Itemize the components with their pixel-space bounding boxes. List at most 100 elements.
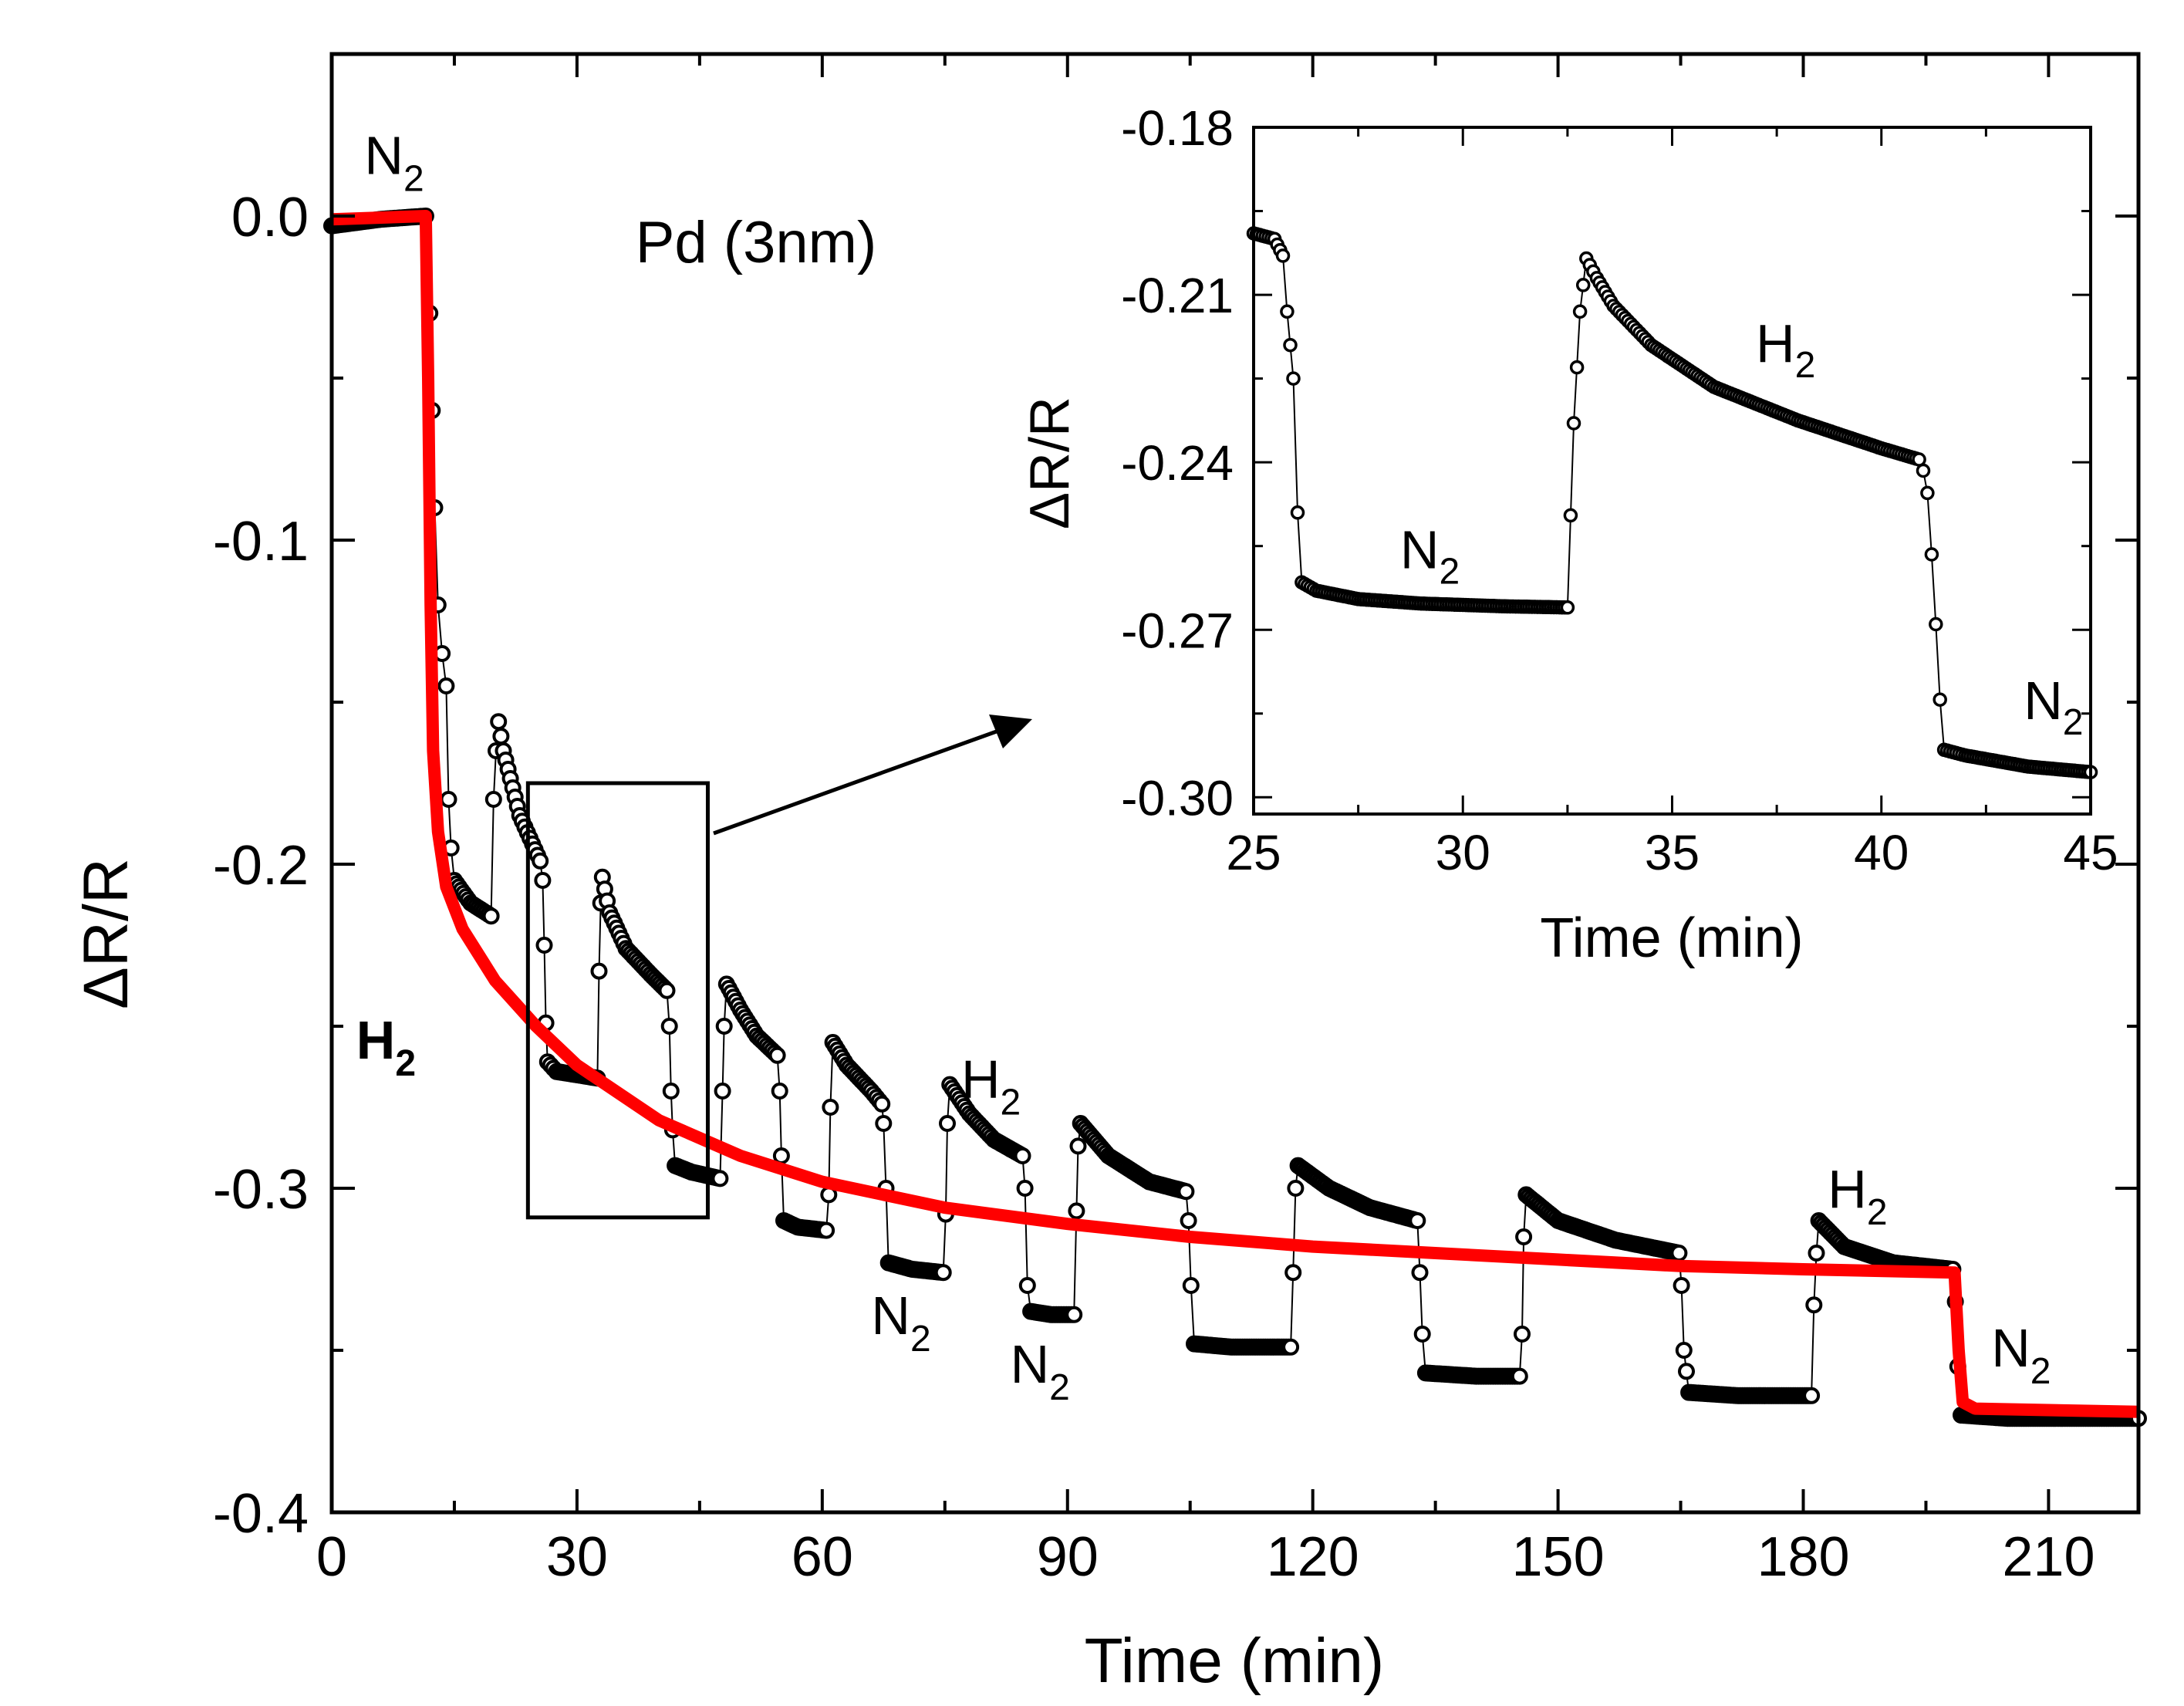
main-chart: 0 30 60 90 120 150 180 210 0.0 -0.1 -0.2 -0.3 -0.4 P… [71,52,2147,1696]
inset-annotation-sub: 2 [1795,345,1816,386]
main-series-0-point [822,1099,839,1116]
main-series-0-point [1670,1245,1688,1262]
inset-series-group [1246,226,2098,779]
main-series-0-point [1511,1367,1528,1385]
inset-annotation-0: N2 [1400,520,1460,593]
inset-series-0-point [1283,337,1298,353]
zoom-arrow-line [713,727,1004,836]
inset-series-0-point [1566,416,1581,431]
inset-series-0-point [1912,452,1926,467]
main-series-0-point [1413,1326,1431,1343]
main-series-0-point [1282,1338,1300,1356]
inset-x-tick-label: 45 [2063,825,2118,880]
inset-background [1254,127,2091,814]
inset-annotation-main: N [1400,520,1440,580]
inset-y-tick-label: -0.24 [1121,435,1234,491]
main-y-tick-label: -0.1 [213,511,309,573]
inset-series-0-point [1933,692,1947,707]
main-series-0-point [484,791,502,808]
main-series-0-point [711,1170,729,1187]
main-series-0-point [818,1221,835,1239]
inset-annotation-sub: 2 [2063,702,2084,743]
main-series-0-point [437,677,455,694]
inset-series-0-point [1929,617,1943,632]
inset-y-tick-label: -0.27 [1121,603,1234,658]
main-series-0-point [1514,1326,1531,1343]
main-y-tick-label: -0.4 [213,1483,309,1545]
main-x-axis-label: Time (min) [1085,1626,1385,1696]
main-series-0-point [482,907,500,925]
inset-series-0-point [1916,463,1931,478]
main-series-0-point [492,728,510,745]
main-series-0-point [658,981,676,999]
main-series-0-point [1068,1202,1085,1220]
zoom-arrow-head [989,714,1032,748]
inset-annotation-main: N [2024,671,2063,731]
inset-annotation-2: N2 [2024,671,2083,743]
main-series-0-point [1411,1264,1429,1282]
main-series-0-point [1182,1277,1200,1294]
main-series-0-point [1805,1296,1823,1314]
inset-y-tick-label: -0.18 [1121,100,1234,156]
main-series-0-point [490,713,508,731]
main-series-0-point [715,1018,733,1035]
inset-annotation-sub: 2 [1439,552,1460,593]
main-annotation-main: N [1991,1318,2030,1378]
main-series-0-point [1065,1306,1083,1323]
main-series-0-point [590,962,608,980]
main-series-0-point [1803,1387,1821,1404]
main-annotation-0: N2 [364,125,424,199]
main-annotation-main: N [1011,1334,1050,1394]
main-annotation-5: H2 [1828,1159,1887,1233]
main-series-0-point [1180,1212,1197,1229]
main-y-axis-label: ΔR/R [71,858,141,1009]
main-series-0-point [535,937,553,954]
main-annotation-2: H2 [961,1049,1021,1123]
main-annotation-4: N2 [1011,1334,1070,1408]
main-x-tick-label: 30 [546,1526,608,1588]
inset-series-0-point [1275,248,1291,263]
main-annotation-main: N [364,125,403,185]
main-annotation-sub: 2 [403,158,424,199]
inset-series-0-point [1575,278,1591,292]
inset-x-tick-label: 25 [1226,825,1281,880]
main-series-0-point [532,852,549,870]
main-series-0-point [1069,1137,1087,1155]
inset-series-0-point [1569,360,1585,375]
main-x-tick-label: 150 [1512,1526,1605,1588]
inset-ticks: 25 30 35 40 45 -0.18 -0.21 -0.24 -0.27 -0.30 [1121,100,2118,880]
zoom-arrow [713,714,1032,836]
main-series-0-point [1018,1277,1036,1294]
main-series-0-point [772,1147,790,1164]
inset-series-0-point [1286,371,1301,386]
main-series-0-point [1808,1245,1825,1262]
main-x-tick-label: 60 [792,1526,853,1588]
main-series-0-point [771,1083,788,1100]
main-x-tick-label: 0 [316,1526,347,1588]
main-series-0-point [1284,1264,1302,1282]
main-series-0-point [1678,1363,1695,1380]
main-series-0-point [534,872,552,889]
inset-series-0-point [1280,304,1295,319]
inset-annotation-main: H [1756,313,1795,373]
main-annotation-sub: 2 [1001,1082,1021,1123]
main-annotation-main: H [356,1010,396,1070]
zoom-box [525,781,710,1220]
inset-annotation-1: H2 [1756,313,1815,386]
main-series-0-point [1673,1277,1690,1294]
inset-series-0-point [1560,600,1575,615]
main-series-0-point [662,1083,680,1100]
main-series-1-line [331,210,2139,1418]
main-annotation-main: H [961,1049,1001,1109]
main-series-0-point [660,1018,678,1035]
inset-y-tick-label: -0.21 [1121,268,1234,323]
main-annotation-3: N2 [871,1285,930,1360]
main-y-tick-label: 0.0 [231,187,309,248]
main-x-tick-label: 120 [1267,1526,1359,1588]
inset-series-0-point [1290,505,1305,520]
main-y-tick-label: -0.2 [213,835,309,897]
inset-chart: 25 30 35 40 45 -0.18 -0.21 -0.24 -0.27 -0.30 Time… [1019,100,2118,969]
inset-x-tick-label: 30 [1436,825,1490,880]
